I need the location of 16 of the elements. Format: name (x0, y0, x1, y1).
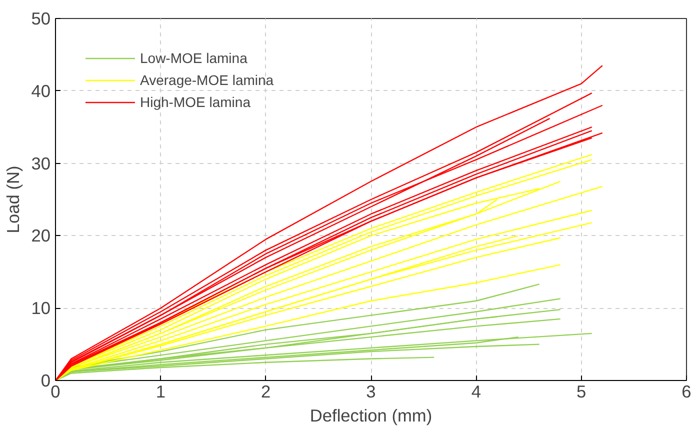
x-axis-title: Deflection (mm) (310, 406, 432, 426)
x-tick-label: 2 (261, 382, 271, 402)
y-tick-label: 20 (31, 226, 51, 246)
x-tick-label: 4 (471, 382, 482, 402)
x-tick-label: 3 (366, 382, 376, 402)
y-tick-label: 50 (31, 8, 51, 28)
y-axis-title: Load (N) (3, 166, 24, 234)
legend-label: Low-MOE lamina (140, 50, 248, 66)
y-tick-label: 30 (31, 153, 51, 174)
x-tick-label: 1 (156, 382, 166, 402)
legend-label: High-MOE lamina (140, 94, 250, 110)
x-tick-label: 6 (682, 382, 692, 402)
legend-label: Average-MOE lamina (140, 72, 274, 88)
y-tick-label: 40 (31, 80, 51, 101)
x-tick-label: 5 (576, 382, 586, 402)
y-tick-label: 10 (31, 298, 51, 318)
